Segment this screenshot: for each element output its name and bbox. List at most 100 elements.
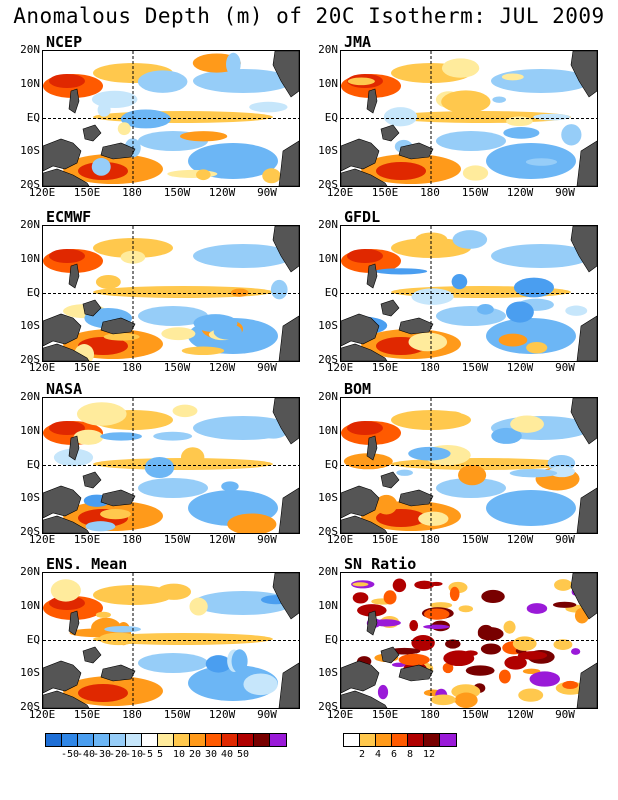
contour-region bbox=[436, 131, 506, 151]
contour-region bbox=[357, 604, 387, 617]
contour-region bbox=[231, 649, 248, 674]
colorbar-swatch bbox=[62, 734, 78, 746]
land-mass bbox=[278, 140, 299, 186]
lat-label: 10S bbox=[20, 319, 40, 333]
contour-region bbox=[396, 469, 413, 476]
land-mass bbox=[366, 610, 378, 636]
lon-label: 150E bbox=[73, 186, 101, 199]
land-mass bbox=[398, 664, 434, 682]
contour-region bbox=[481, 589, 505, 604]
land-mass bbox=[278, 662, 299, 708]
land-mass bbox=[100, 142, 136, 160]
colorbar-swatch bbox=[344, 734, 360, 746]
lat-label: 10S bbox=[318, 144, 338, 158]
colorbar-swatch bbox=[46, 734, 62, 746]
panel-title: NASA bbox=[46, 380, 83, 398]
contour-region bbox=[414, 580, 435, 590]
colorbar-swatch bbox=[190, 734, 206, 746]
land-mass bbox=[43, 690, 90, 708]
contour-region bbox=[117, 122, 131, 136]
contour-region bbox=[161, 327, 196, 341]
colorbar-swatch bbox=[94, 734, 110, 746]
contour-region bbox=[91, 90, 138, 108]
lat-label: EQ bbox=[324, 285, 338, 299]
land-mass bbox=[272, 573, 299, 620]
land-mass bbox=[68, 610, 80, 636]
lon-label: 90W bbox=[555, 533, 575, 546]
land-mass bbox=[341, 138, 380, 172]
lon-label: 150W bbox=[461, 708, 489, 721]
lat-label: 20N bbox=[318, 43, 338, 56]
contour-region bbox=[449, 586, 460, 602]
contour-region bbox=[498, 669, 511, 684]
contour-region bbox=[49, 74, 85, 88]
contour-region bbox=[503, 127, 540, 139]
colorbar-label: 6 bbox=[391, 749, 398, 760]
land-mass bbox=[570, 226, 597, 273]
colorbar-swatch bbox=[392, 734, 408, 746]
lon-label: 150E bbox=[371, 533, 399, 546]
land-mass bbox=[43, 138, 82, 172]
lat-label: 10S bbox=[20, 144, 40, 158]
panel-title: GFDL bbox=[344, 208, 381, 226]
map-panel bbox=[340, 397, 598, 534]
map-panel bbox=[340, 225, 598, 362]
contour-region bbox=[415, 232, 448, 247]
contour-region bbox=[442, 411, 462, 418]
contour-region bbox=[525, 158, 558, 166]
map-panel bbox=[340, 572, 598, 709]
land-mass bbox=[341, 690, 388, 708]
land-mass bbox=[341, 313, 380, 347]
land-mass bbox=[43, 515, 90, 533]
contour-region bbox=[565, 305, 588, 316]
lon-label: 90W bbox=[257, 708, 277, 721]
lon-label: 120W bbox=[208, 186, 236, 199]
colorbar-swatch bbox=[110, 734, 126, 746]
contour-region bbox=[49, 421, 85, 435]
contour-region bbox=[409, 620, 419, 632]
contour-region bbox=[226, 52, 241, 76]
contour-region bbox=[193, 244, 293, 268]
land-mass bbox=[341, 343, 388, 361]
lon-label: 120W bbox=[208, 533, 236, 546]
lon-label: 150W bbox=[461, 533, 489, 546]
lon-label: 120E bbox=[28, 533, 56, 546]
lat-label: EQ bbox=[324, 632, 338, 646]
colorbar-label: -30 bbox=[93, 749, 112, 760]
lon-label: 90W bbox=[555, 361, 575, 374]
land-mass bbox=[576, 487, 597, 533]
contour-region bbox=[423, 624, 450, 630]
contour-region bbox=[445, 639, 461, 649]
contour-region bbox=[383, 107, 418, 127]
contour-region bbox=[104, 625, 142, 633]
contour-region bbox=[411, 635, 435, 651]
contour-region bbox=[392, 578, 407, 593]
contour-region bbox=[91, 157, 111, 176]
contour-region bbox=[78, 684, 128, 702]
land-mass bbox=[272, 51, 299, 98]
contour-region bbox=[429, 602, 453, 609]
lat-label: 20S bbox=[318, 700, 338, 713]
contour-region bbox=[221, 481, 239, 492]
contour-region bbox=[553, 639, 573, 650]
contour-region bbox=[172, 404, 198, 418]
contour-region bbox=[398, 653, 430, 666]
map-panel bbox=[42, 572, 300, 709]
contour-region bbox=[477, 304, 494, 315]
colorbar-swatch bbox=[222, 734, 238, 746]
lat-label: 10N bbox=[318, 76, 338, 90]
lon-label: 120E bbox=[326, 361, 354, 374]
lon-label: 180 bbox=[420, 533, 440, 546]
colorbar-swatch bbox=[126, 734, 142, 746]
land-mass bbox=[576, 315, 597, 361]
land-mass bbox=[380, 646, 400, 664]
colorbar-label: 50 bbox=[237, 749, 250, 760]
contour-region bbox=[230, 288, 249, 297]
contour-region bbox=[100, 508, 131, 520]
colorbar-swatch bbox=[376, 734, 392, 746]
colorbar-label: -10 bbox=[125, 749, 144, 760]
contour-region bbox=[441, 58, 480, 78]
contour-region bbox=[352, 592, 369, 604]
contour-region bbox=[423, 608, 450, 620]
land-mass bbox=[570, 398, 597, 445]
